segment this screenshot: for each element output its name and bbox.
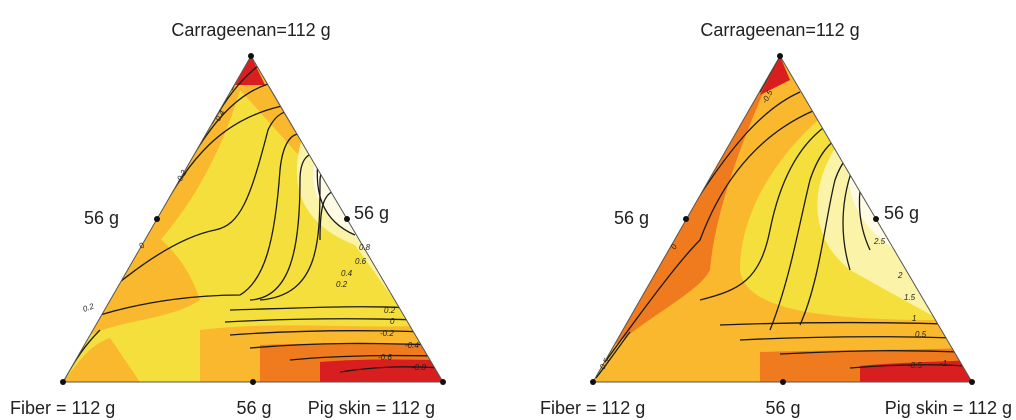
- contour-label: 1: [912, 314, 916, 323]
- vertex-label-bottom-right: Pig skin = 112 g: [308, 398, 435, 418]
- midpoint-dot-right-plot2: [873, 216, 879, 222]
- contour-label: 0.6: [355, 257, 367, 266]
- contour-label: 0: [137, 241, 147, 251]
- contour-label: 0.2: [336, 280, 348, 289]
- vertex-dot-bottom-left-plot2: [590, 379, 596, 385]
- vertex-label-bottom-right: Pig skin = 112 g: [885, 398, 1012, 418]
- midpoint-label-bottom: 56 g: [765, 398, 800, 418]
- contour-label: 0.2: [82, 301, 96, 313]
- midpoint-label-left: 56 g: [614, 208, 649, 228]
- midpoint-label-bottom: 56 g: [236, 398, 271, 418]
- contour-label: -0.6: [378, 353, 392, 362]
- contour-label: 2: [897, 271, 903, 280]
- contour-label: -1: [940, 359, 947, 368]
- midpoint-dot-bottom-plot1: [250, 379, 256, 385]
- contour-label: -0.2: [380, 329, 394, 338]
- contour-labels-left: -0.4 -0.2 0 0.2 0.2 0.4 0.6 0.8 0.2 0 -0…: [82, 108, 427, 372]
- midpoint-label-left: 56 g: [84, 208, 119, 228]
- vertex-dot-bottom-left-plot1: [60, 379, 66, 385]
- vertex-dot-top-right: [777, 53, 783, 59]
- contour-label: 0: [669, 242, 679, 251]
- contour-label: -0.4: [405, 341, 419, 350]
- midpoint-dot-left-plot1: [154, 216, 160, 222]
- contour-label: 2.5: [873, 237, 886, 246]
- vertex-label-top: Carrageenan=112 g: [171, 20, 330, 40]
- vertex-dot-bottom-right-plot1: [440, 379, 446, 385]
- vertex-label-bottom-left: Fiber = 112 g: [540, 398, 645, 418]
- contour-label: 0: [390, 317, 395, 326]
- vertex-label-top: Carrageenan=112 g: [700, 20, 859, 40]
- vertex-dot-bottom-right-plot2: [969, 379, 975, 385]
- contour-labels-right: -0.5 0 0.5 2.5 2 1.5 1 0.5 -0.5 -1: [598, 88, 947, 371]
- contour-label: 0.8: [359, 243, 371, 252]
- vertex-label-bottom-left: Fiber = 112 g: [10, 398, 115, 418]
- ternary-plot-right: -0.5 0 0.5 2.5 2 1.5 1 0.5 -0.5 -1 Carra…: [540, 20, 1012, 418]
- midpoint-dot-bottom-plot2: [780, 379, 786, 385]
- midpoint-dot-right-plot1: [344, 216, 350, 222]
- contour-label: 0.4: [341, 269, 353, 278]
- ternary-plot-left: -0.4 -0.2 0 0.2 0.2 0.4 0.6 0.8 0.2 0 -0…: [10, 20, 446, 418]
- midpoint-label-right: 56 g: [354, 203, 389, 223]
- contour-label: -0.8: [412, 363, 426, 372]
- contour-label: -0.5: [908, 361, 922, 370]
- midpoint-label-right: 56 g: [884, 203, 919, 223]
- contour-label: 0.5: [915, 330, 927, 339]
- contour-label: 1.5: [904, 293, 916, 302]
- midpoint-dot-left-plot2: [683, 216, 689, 222]
- contour-label: 0.2: [384, 306, 396, 315]
- vertex-dot-top-left: [248, 53, 254, 59]
